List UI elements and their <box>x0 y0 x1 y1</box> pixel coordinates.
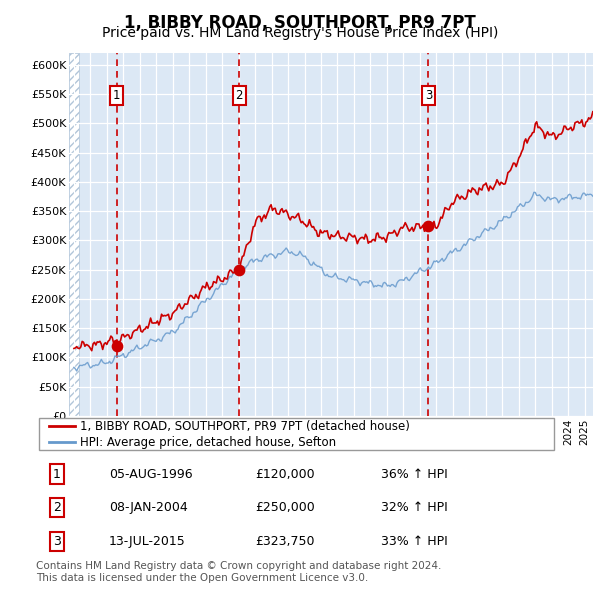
Text: £323,750: £323,750 <box>255 535 315 548</box>
Text: £120,000: £120,000 <box>255 467 315 481</box>
FancyBboxPatch shape <box>38 418 554 450</box>
Text: Price paid vs. HM Land Registry's House Price Index (HPI): Price paid vs. HM Land Registry's House … <box>102 26 498 40</box>
Text: 1, BIBBY ROAD, SOUTHPORT, PR9 7PT: 1, BIBBY ROAD, SOUTHPORT, PR9 7PT <box>124 14 476 32</box>
Text: 33% ↑ HPI: 33% ↑ HPI <box>380 535 447 548</box>
Text: 2: 2 <box>236 88 243 101</box>
Text: 08-JAN-2004: 08-JAN-2004 <box>109 501 188 514</box>
Text: 32% ↑ HPI: 32% ↑ HPI <box>380 501 447 514</box>
Text: 1: 1 <box>53 467 61 481</box>
Text: £250,000: £250,000 <box>255 501 315 514</box>
Text: 1: 1 <box>113 88 121 101</box>
Text: HPI: Average price, detached house, Sefton: HPI: Average price, detached house, Seft… <box>80 435 337 448</box>
Point <box>235 265 244 274</box>
Text: 05-AUG-1996: 05-AUG-1996 <box>109 467 193 481</box>
Text: Contains HM Land Registry data © Crown copyright and database right 2024.
This d: Contains HM Land Registry data © Crown c… <box>36 561 442 583</box>
Text: 1, BIBBY ROAD, SOUTHPORT, PR9 7PT (detached house): 1, BIBBY ROAD, SOUTHPORT, PR9 7PT (detac… <box>80 420 410 433</box>
Text: 2: 2 <box>53 501 61 514</box>
Point <box>112 341 122 350</box>
Text: 3: 3 <box>425 88 432 101</box>
Text: 13-JUL-2015: 13-JUL-2015 <box>109 535 186 548</box>
Text: 36% ↑ HPI: 36% ↑ HPI <box>380 467 447 481</box>
Text: 3: 3 <box>53 535 61 548</box>
Point <box>424 222 433 231</box>
